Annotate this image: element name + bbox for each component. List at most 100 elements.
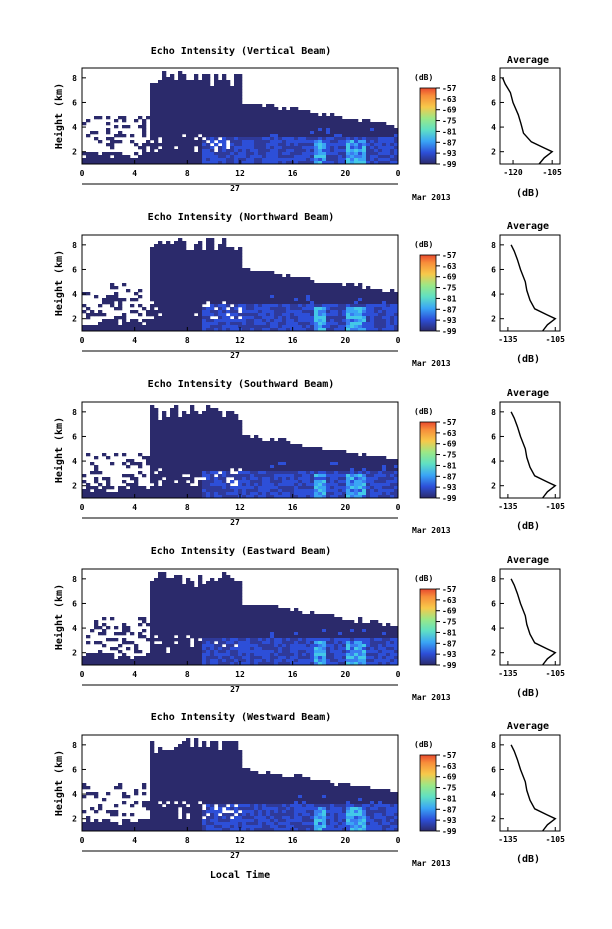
heatmap-cell xyxy=(114,325,119,329)
heatmap-cell xyxy=(226,295,231,299)
heatmap-cell xyxy=(158,110,163,114)
heatmap-cell xyxy=(362,155,367,159)
heatmap-cell xyxy=(374,325,379,329)
heatmap-cell xyxy=(278,277,283,281)
average-y-tick-label: 2 xyxy=(491,148,496,157)
heatmap-cell xyxy=(182,292,187,296)
heatmap-cell xyxy=(318,465,323,469)
heatmap-cell xyxy=(178,650,183,654)
heatmap-cell xyxy=(170,444,175,448)
colorbar-tick-label: -93 xyxy=(442,149,457,158)
heatmap-cell xyxy=(330,486,335,490)
heatmap-cell xyxy=(338,480,343,484)
heatmap-cell xyxy=(150,313,155,317)
heatmap-cell xyxy=(378,462,383,466)
heatmap-cell xyxy=(354,289,359,293)
heatmap-cell xyxy=(186,623,191,627)
heatmap-cell xyxy=(122,653,127,657)
heatmap-cell xyxy=(362,122,367,126)
heatmap-cell xyxy=(222,158,227,162)
heatmap-cell xyxy=(170,453,175,457)
heatmap-cell xyxy=(190,474,195,478)
heatmap-cell xyxy=(202,489,207,493)
heatmap-cell xyxy=(298,134,303,138)
heatmap-cell xyxy=(146,143,151,147)
heatmap-cell xyxy=(338,456,343,460)
heatmap-cell xyxy=(206,107,211,111)
heatmap-cell xyxy=(194,659,199,663)
heatmap-cell xyxy=(234,125,239,129)
heatmap-cell xyxy=(370,289,375,293)
heatmap-cell xyxy=(162,465,167,469)
x-tick-label: 0 xyxy=(80,503,85,512)
heatmap-cell xyxy=(170,468,175,472)
heatmap-cell xyxy=(382,322,387,326)
heatmap-cell xyxy=(338,483,343,487)
heatmap-cell xyxy=(210,638,215,642)
heatmap-cell xyxy=(166,438,171,442)
heatmap-cell xyxy=(302,477,307,481)
heatmap-cell xyxy=(162,629,167,633)
heatmap-cell xyxy=(374,295,379,299)
heatmap-cell xyxy=(210,319,215,323)
heatmap-cell xyxy=(298,489,303,493)
heatmap-cell xyxy=(218,301,223,305)
heatmap-cell xyxy=(214,486,219,490)
heatmap-cell xyxy=(178,307,183,311)
heatmap-cell xyxy=(102,328,107,332)
heatmap-cell xyxy=(342,313,347,317)
heatmap-cell xyxy=(334,316,339,320)
heatmap-cell xyxy=(342,465,347,469)
heatmap-cell xyxy=(198,313,203,317)
heatmap-cell xyxy=(202,325,207,329)
heatmap-cell xyxy=(142,659,147,663)
heatmap-cell xyxy=(178,325,183,329)
heatmap-cell xyxy=(286,456,291,460)
echo-intensity-heatmap xyxy=(82,572,399,666)
heatmap-cell xyxy=(354,456,359,460)
heatmap-cell xyxy=(206,486,211,490)
heatmap-cell xyxy=(226,119,231,123)
heatmap-cell xyxy=(326,480,331,484)
heatmap-cell xyxy=(174,271,179,275)
heatmap-cell xyxy=(354,483,359,487)
heatmap-cell xyxy=(274,116,279,120)
heatmap-cell xyxy=(370,322,375,326)
heatmap-cell xyxy=(154,256,159,260)
heatmap-cell xyxy=(178,468,183,472)
heatmap-cell xyxy=(162,590,167,594)
heatmap-cell xyxy=(330,450,335,454)
heatmap-cell xyxy=(274,450,279,454)
heatmap-cell xyxy=(138,155,143,159)
heatmap-cell xyxy=(326,125,331,129)
heatmap-cell xyxy=(294,122,299,126)
heatmap-cell xyxy=(242,122,247,126)
heatmap-cell xyxy=(286,322,291,326)
heatmap-cell xyxy=(382,152,387,156)
heatmap-cell xyxy=(346,143,351,147)
average-frame xyxy=(499,67,561,165)
heatmap-cell xyxy=(170,408,175,412)
heatmap-cell xyxy=(282,286,287,290)
heatmap-cell xyxy=(314,134,319,138)
heatmap-cell xyxy=(190,429,195,433)
heatmap-cell xyxy=(206,116,211,120)
heatmap-cell xyxy=(166,262,171,266)
heatmap-cell xyxy=(246,471,251,475)
heatmap-cell xyxy=(98,313,103,317)
heatmap-cell xyxy=(198,98,203,102)
heatmap-cell xyxy=(366,131,371,135)
heatmap-cell xyxy=(182,256,187,260)
heatmap-cell xyxy=(306,480,311,484)
heatmap-cell xyxy=(354,304,359,308)
heatmap-cell xyxy=(290,286,295,290)
heatmap-cell xyxy=(394,140,399,144)
heatmap-cell xyxy=(382,468,387,472)
heatmap-cell xyxy=(178,244,183,248)
heatmap-cell xyxy=(218,483,223,487)
heatmap-cell xyxy=(254,495,259,499)
heatmap-cell xyxy=(190,292,195,296)
heatmap-cell xyxy=(174,316,179,320)
heatmap-cell xyxy=(206,584,211,588)
heatmap-cell xyxy=(298,444,303,448)
